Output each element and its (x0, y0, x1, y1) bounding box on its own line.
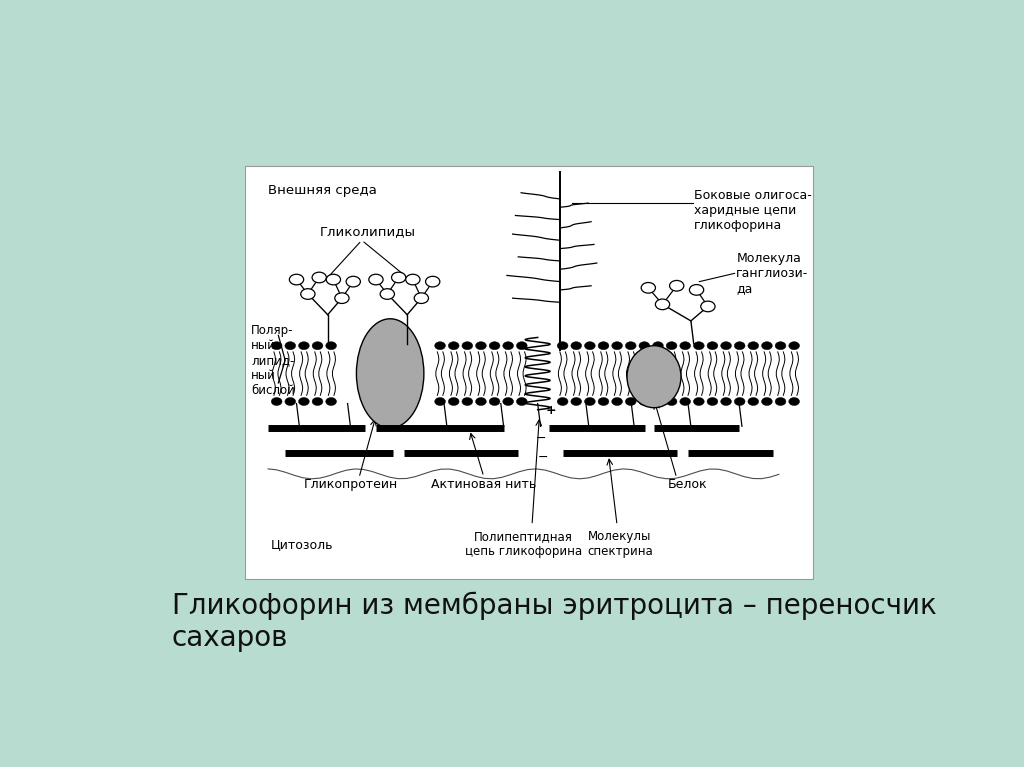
Text: Молекула
ганглиози-
да: Молекула ганглиози- да (736, 252, 809, 295)
Circle shape (503, 341, 514, 350)
Circle shape (327, 275, 341, 285)
Circle shape (611, 341, 623, 350)
Circle shape (585, 341, 595, 350)
Text: Цитозоль: Цитозоль (271, 538, 334, 551)
Circle shape (721, 397, 731, 406)
Circle shape (415, 293, 428, 304)
Text: Молекулы
спектрина: Молекулы спектрина (587, 530, 653, 558)
Circle shape (462, 341, 473, 350)
Ellipse shape (627, 346, 681, 408)
Circle shape (335, 293, 349, 304)
Circle shape (585, 397, 595, 406)
Circle shape (680, 397, 690, 406)
Circle shape (301, 288, 315, 299)
Circle shape (462, 397, 473, 406)
Circle shape (670, 281, 684, 291)
Circle shape (721, 341, 731, 350)
Text: −: − (538, 451, 549, 464)
Circle shape (312, 272, 327, 283)
Circle shape (475, 397, 486, 406)
Text: Гликопротеин: Гликопротеин (303, 478, 397, 491)
Circle shape (434, 397, 445, 406)
Circle shape (734, 397, 745, 406)
Circle shape (639, 341, 650, 350)
Circle shape (312, 341, 323, 350)
Text: Гликофорин из мембраны эритроцита – переносчик
сахаров: Гликофорин из мембраны эритроцита – пере… (172, 591, 936, 652)
Text: +: + (546, 404, 556, 417)
Circle shape (380, 288, 394, 299)
Circle shape (271, 341, 282, 350)
Circle shape (326, 397, 337, 406)
Circle shape (788, 341, 800, 350)
Text: Гликолипиды: Гликолипиды (319, 225, 416, 239)
Circle shape (689, 285, 703, 295)
Text: Боковые олигоса-
харидные цепи
гликофорина: Боковые олигоса- харидные цепи гликофори… (693, 189, 811, 232)
Circle shape (707, 397, 718, 406)
Circle shape (762, 397, 772, 406)
Circle shape (312, 397, 323, 406)
Circle shape (449, 397, 459, 406)
Circle shape (748, 397, 759, 406)
Circle shape (775, 397, 786, 406)
Circle shape (641, 282, 655, 293)
Circle shape (475, 341, 486, 350)
Circle shape (707, 341, 718, 350)
Circle shape (775, 341, 786, 350)
Circle shape (434, 341, 445, 350)
Circle shape (655, 299, 670, 310)
Circle shape (426, 276, 440, 287)
Circle shape (598, 341, 609, 350)
Circle shape (570, 397, 582, 406)
Circle shape (748, 341, 759, 350)
Text: Внешняя среда: Внешняя среда (268, 185, 377, 197)
Circle shape (449, 341, 459, 350)
Circle shape (516, 341, 527, 350)
Circle shape (762, 341, 772, 350)
Circle shape (652, 397, 664, 406)
Text: Актиновая нить: Актиновая нить (431, 478, 537, 491)
Text: Поляр-
ный
липид-
ный
бислой: Поляр- ный липид- ный бислой (251, 324, 295, 397)
Circle shape (271, 397, 282, 406)
Circle shape (299, 397, 309, 406)
Circle shape (788, 397, 800, 406)
Circle shape (734, 341, 745, 350)
Circle shape (406, 275, 420, 285)
Circle shape (285, 397, 296, 406)
Text: Полипептидная
цепь гликофорина: Полипептидная цепь гликофорина (465, 530, 582, 558)
Circle shape (346, 276, 360, 287)
Circle shape (299, 341, 309, 350)
Text: −: − (536, 433, 546, 445)
Circle shape (391, 272, 406, 283)
FancyBboxPatch shape (246, 166, 813, 579)
Circle shape (652, 341, 664, 350)
Circle shape (598, 397, 609, 406)
Circle shape (611, 397, 623, 406)
Circle shape (693, 397, 705, 406)
Circle shape (570, 341, 582, 350)
Circle shape (285, 341, 296, 350)
Circle shape (680, 341, 690, 350)
Circle shape (639, 397, 650, 406)
Circle shape (503, 397, 514, 406)
Circle shape (516, 397, 527, 406)
Circle shape (667, 341, 677, 350)
Circle shape (326, 341, 337, 350)
Circle shape (489, 397, 500, 406)
Circle shape (369, 275, 383, 285)
Circle shape (290, 275, 304, 285)
Circle shape (693, 341, 705, 350)
Circle shape (626, 341, 636, 350)
Circle shape (557, 341, 568, 350)
Text: Белок: Белок (669, 478, 708, 491)
Ellipse shape (356, 319, 424, 428)
Circle shape (557, 397, 568, 406)
Circle shape (700, 301, 715, 311)
Circle shape (489, 341, 500, 350)
Circle shape (667, 397, 677, 406)
Circle shape (626, 397, 636, 406)
